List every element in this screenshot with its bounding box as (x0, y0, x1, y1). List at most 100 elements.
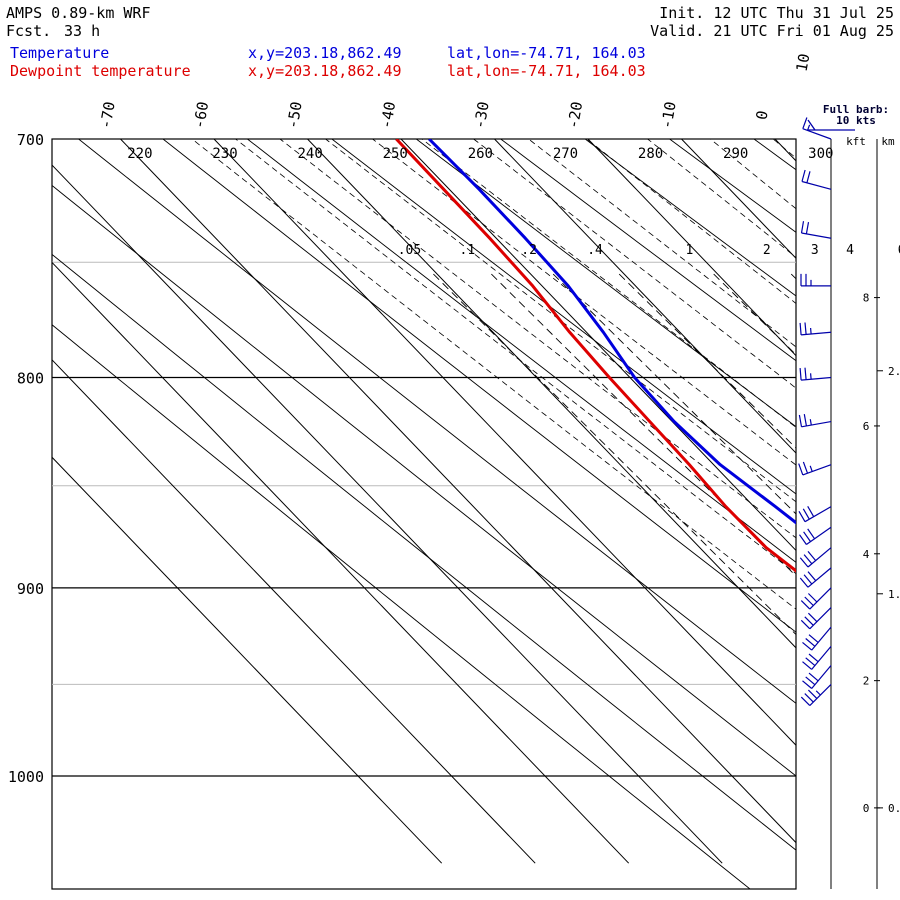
moist-adiabat (324, 139, 796, 503)
isotherm (307, 139, 796, 649)
moist-adiabat (279, 139, 796, 539)
isotherm (52, 261, 630, 864)
wind-barb (799, 567, 832, 588)
temp-tick--50: -50 (283, 100, 305, 130)
wind-barb (799, 367, 832, 381)
isotherm (774, 139, 796, 162)
dry-adiabat (783, 99, 900, 899)
wind-barb (800, 607, 832, 630)
legend-temperature-name: Temperature (10, 44, 110, 62)
wind-barb (802, 626, 832, 651)
moist-adiabat (713, 0, 900, 880)
moist-adiabat (421, 139, 796, 428)
mixing-ratio-label-.2: .2 (521, 243, 537, 258)
mixing-ratio-line (839, 274, 900, 863)
temp-tick--70: -70 (96, 100, 118, 130)
temp-tick--20: -20 (564, 100, 586, 130)
temp-tick-group: -10 (657, 100, 679, 130)
mixing-ratio-line (433, 273, 796, 636)
mixing-ratio-label-6: 6 (898, 243, 900, 258)
sounding-series (395, 139, 796, 573)
km-label-0.: 0. (888, 802, 900, 815)
adiabat-label-250: 250 (383, 146, 408, 162)
dry-adiabat (52, 184, 796, 777)
isotherm (494, 139, 796, 454)
legend-dewpoint-xy: x,y=203.18,862.49 (248, 62, 402, 80)
wind-barb-column: Full barb:10 kts kft km 0 2 4 6 8 0. 1. 2. (798, 103, 900, 889)
moist-adiabat (650, 0, 900, 880)
wind-barb (802, 117, 832, 140)
temp-tick-group: -20 (564, 100, 586, 130)
temp-tick-group: -70 (96, 100, 118, 130)
legend-temperature-latlon: lat,lon=-74.71, 164.03 (447, 44, 646, 62)
pressure-label-800: 800 (17, 369, 44, 387)
init-time: Init. 12 UTC Thu 31 Jul 25 (659, 4, 894, 22)
mixing-ratio-line (491, 273, 796, 577)
temp-tick-group: 10 (793, 52, 814, 73)
mixing-ratio-label-.4: .4 (587, 243, 603, 258)
moist-adiabat (709, 139, 796, 210)
adiabat-label-300: 300 (808, 146, 833, 162)
wind-barb (799, 547, 832, 568)
moist-adiabat (472, 139, 796, 389)
kft-label-4: 4 (863, 548, 870, 561)
kft-label-0: 0 (863, 802, 870, 815)
adiabat-label-270: 270 (553, 146, 578, 162)
temp-tick--60: -60 (190, 100, 212, 130)
legend-dewpoint-name: Dewpoint temperature (10, 62, 191, 80)
temp-tick--30: -30 (470, 100, 492, 130)
wind-barb (801, 169, 832, 190)
dry-adiabat (246, 139, 796, 563)
isotherm (120, 139, 796, 844)
moist-adiabat (527, 139, 796, 348)
temp-tick-group: -50 (283, 100, 305, 130)
forecast-label: Fcst. (6, 22, 52, 40)
wind-barb (802, 646, 832, 670)
kft-label-2: 2 (863, 675, 870, 688)
dry-adiabat (331, 139, 796, 495)
mixing-ratio-label-1: 1 (685, 243, 693, 258)
dry-adiabat (52, 324, 751, 889)
isotherm (52, 359, 536, 864)
temp-tick-group: -30 (470, 100, 492, 130)
moist-adiabat (371, 139, 796, 466)
model-title: AMPS 0.89-km WRF (6, 4, 151, 22)
temperature-profile (428, 139, 796, 525)
adiabat-label-290: 290 (723, 146, 748, 162)
temp-tick-group: -40 (377, 100, 399, 130)
barb-legend-line2: 10 kts (836, 114, 876, 127)
kft-axis-label: kft (846, 135, 866, 148)
mixing-ratio-line (790, 273, 796, 280)
forecast-hours: 33 h (64, 22, 101, 40)
mixing-ratio-line (618, 273, 796, 449)
mixing-ratio-label-2: 2 (763, 243, 771, 258)
wind-barb (800, 587, 832, 610)
mixing-ratio-label-.05: .05 (398, 243, 421, 258)
pressure-label-900: 900 (17, 580, 44, 598)
km-label-2.: 2. (888, 365, 900, 378)
moist-adiabat (586, 139, 796, 304)
mixing-ratio-line (552, 273, 796, 515)
adiabat-label-260: 260 (468, 146, 493, 162)
km-label-1.: 1. (888, 588, 900, 601)
kft-label-6: 6 (863, 420, 870, 433)
moist-adiabat (234, 139, 796, 575)
barb-legend-line1: Full barb: (823, 103, 889, 116)
legend-dewpoint-latlon: lat,lon=-74.71, 164.03 (447, 62, 646, 80)
km-axis-label: km (881, 135, 895, 148)
temp-tick-0: 0 (752, 109, 771, 121)
mixing-ratio-line (713, 273, 796, 356)
barb-legend-sample (807, 119, 855, 131)
chart-labels: 700 800 900 1000 -70 -60 -50 -40 -30 -20 -10 0 10 .05… (8, 52, 900, 786)
temp-tick-group: -60 (190, 100, 212, 130)
dry-adiabat (52, 253, 796, 851)
temp-tick-group: 0 (752, 109, 771, 121)
wind-barb (800, 683, 832, 707)
wind-barb (800, 273, 832, 287)
moist-adiabat (646, 139, 796, 258)
dewpoint-profile (395, 139, 796, 573)
wind-barb (798, 413, 832, 428)
dry-adiabat (77, 139, 796, 704)
dry-adiabat (162, 139, 796, 633)
